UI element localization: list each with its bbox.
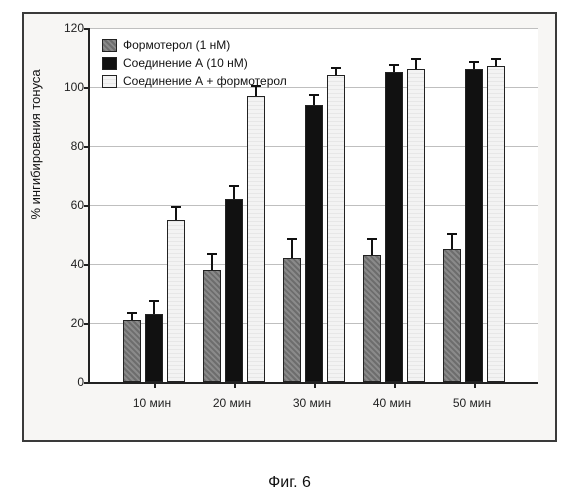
error-bar <box>313 96 315 105</box>
x-tick <box>314 382 316 388</box>
y-tick-label: 20 <box>71 316 84 330</box>
bar-combo <box>167 220 185 382</box>
bar-compound_a <box>225 199 243 382</box>
figure-caption: Фиг. 6 <box>268 474 311 492</box>
error-cap <box>287 238 297 240</box>
error-cap <box>229 185 239 187</box>
legend-swatch <box>102 57 117 70</box>
x-tick <box>234 382 236 388</box>
error-bar <box>233 187 235 199</box>
y-tick <box>84 28 90 30</box>
legend-label: Формотерол (1 нМ) <box>123 38 230 52</box>
bar-compound_a <box>385 72 403 382</box>
y-tick-label: 80 <box>71 139 84 153</box>
bar-combo <box>327 75 345 382</box>
y-tick-label: 60 <box>71 198 84 212</box>
legend-swatch <box>102 39 117 52</box>
error-cap <box>491 58 501 60</box>
y-tick-label: 100 <box>64 80 84 94</box>
error-cap <box>309 94 319 96</box>
error-bar <box>495 60 497 66</box>
x-tick-label: 20 мин <box>213 396 251 410</box>
x-tick <box>154 382 156 388</box>
x-tick-label: 10 мин <box>133 396 171 410</box>
error-bar <box>335 69 337 75</box>
chart-frame: % ингибирования тонуса 0 20 40 60 80 100 120 Ф… <box>22 12 557 442</box>
error-cap <box>389 64 399 66</box>
bar-combo <box>247 96 265 382</box>
error-cap <box>411 58 421 60</box>
page: % ингибирования тонуса 0 20 40 60 80 100 120 Ф… <box>0 0 579 500</box>
error-cap <box>207 253 217 255</box>
y-tick <box>84 382 90 384</box>
error-bar <box>291 240 293 258</box>
legend-row: Соединение А (10 нМ) <box>102 56 287 70</box>
bar-compound_a <box>305 105 323 382</box>
x-tick-label: 50 мин <box>453 396 491 410</box>
error-cap <box>447 233 457 235</box>
error-cap <box>367 238 377 240</box>
legend-row: Соединение А + формотерол <box>102 74 287 88</box>
bar-formoterol <box>443 249 461 382</box>
error-cap <box>331 67 341 69</box>
bar-compound_a <box>145 314 163 382</box>
y-tick <box>84 264 90 266</box>
error-bar <box>393 66 395 72</box>
bar-formoterol <box>203 270 221 382</box>
y-axis-label: % ингибирования тонуса <box>28 69 43 219</box>
x-tick-label: 30 мин <box>293 396 331 410</box>
legend-label: Соединение А (10 нМ) <box>123 56 248 70</box>
bar-formoterol <box>363 255 381 382</box>
legend-label: Соединение А + формотерол <box>123 74 287 88</box>
y-tick-label: 40 <box>71 257 84 271</box>
error-cap <box>127 312 137 314</box>
legend-row: Формотерол (1 нМ) <box>102 38 287 52</box>
gridline <box>90 28 538 29</box>
error-bar <box>131 314 133 320</box>
x-tick <box>474 382 476 388</box>
y-tick-label: 120 <box>64 21 84 35</box>
error-bar <box>153 302 155 314</box>
error-bar <box>451 235 453 250</box>
bar-formoterol <box>123 320 141 382</box>
y-tick <box>84 205 90 207</box>
error-bar <box>473 63 475 69</box>
error-bar <box>371 240 373 255</box>
error-bar <box>211 255 213 270</box>
bar-combo <box>487 66 505 382</box>
y-tick-label: 0 <box>77 375 84 389</box>
legend: Формотерол (1 нМ) Соединение А (10 нМ) Сое… <box>102 38 287 92</box>
x-tick-label: 40 мин <box>373 396 411 410</box>
bar-formoterol <box>283 258 301 382</box>
x-tick <box>394 382 396 388</box>
y-tick <box>84 87 90 89</box>
bar-compound_a <box>465 69 483 382</box>
error-cap <box>171 206 181 208</box>
y-tick <box>84 323 90 325</box>
error-bar <box>415 60 417 69</box>
legend-swatch <box>102 75 117 88</box>
error-cap <box>469 61 479 63</box>
error-cap <box>149 300 159 302</box>
y-tick <box>84 146 90 148</box>
error-bar <box>175 208 177 220</box>
bar-combo <box>407 69 425 382</box>
